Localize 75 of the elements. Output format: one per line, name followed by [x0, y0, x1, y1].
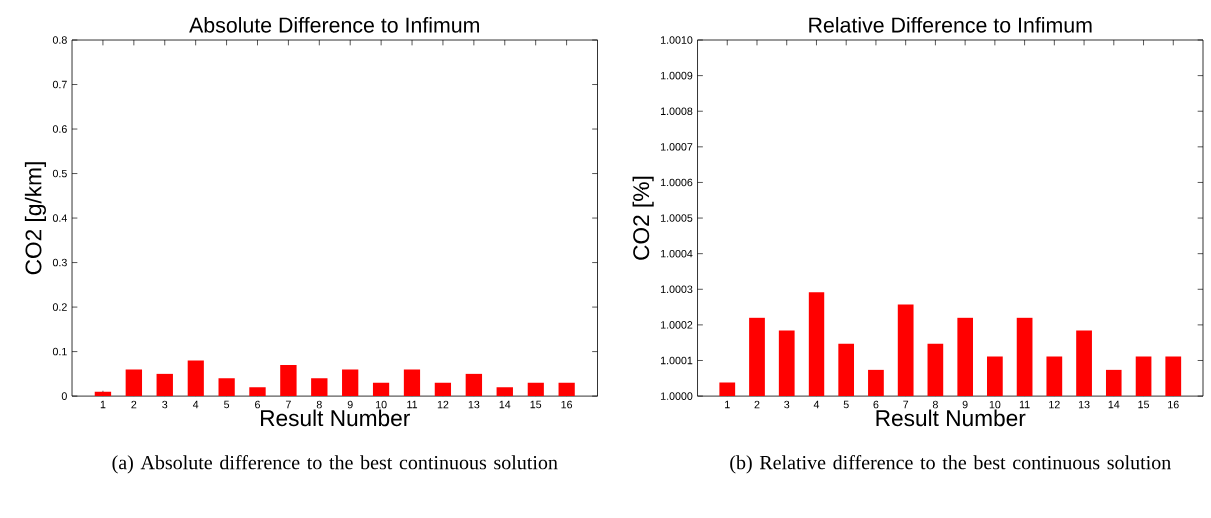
- x-tick-label: 10: [376, 400, 387, 409]
- bar: [156, 373, 173, 397]
- bar: [558, 382, 575, 397]
- x-tick-label: 15: [1138, 400, 1150, 409]
- x-tick-label: 14: [499, 400, 511, 409]
- chart-title: Absolute Difference to Infimum: [189, 16, 479, 33]
- y-tick-label: 1.0005: [661, 214, 693, 222]
- y-tick-label: 1.0004: [661, 249, 693, 258]
- x-tick-label: 10: [989, 400, 1001, 409]
- bar: [342, 369, 359, 397]
- x-tick-label: 9: [347, 400, 353, 409]
- y-tick-label: 1.0008: [661, 107, 693, 115]
- x-tick-label: 2: [131, 400, 137, 409]
- y-tick-label: 1.0002: [661, 321, 693, 329]
- x-tick-label: 14: [1108, 400, 1120, 409]
- x-tick-label: 4: [813, 400, 820, 409]
- x-tick-label: 13: [468, 400, 480, 409]
- x-axis-title: Result Number: [261, 409, 410, 427]
- x-axis-title: Result Number: [876, 409, 1026, 427]
- text: (a) Absolute difference to the best continuous solution: [112, 455, 558, 474]
- y-tick-label: 1.0001: [661, 356, 693, 365]
- y-tick-label: 0.1: [52, 347, 67, 356]
- x-tick-label: 16: [1168, 400, 1179, 409]
- y-tick-label: 1.0000: [661, 392, 693, 400]
- bar: [249, 387, 266, 397]
- y-tick-label: 0.5: [52, 169, 67, 178]
- y-tick-label: 1.0009: [661, 71, 693, 80]
- x-tick-label: 2: [754, 400, 760, 409]
- x-tick-label: 6: [873, 400, 879, 409]
- x-tick-label: 16: [561, 400, 573, 409]
- x-tick-label: 3: [784, 400, 790, 409]
- x-tick-label: 7: [903, 400, 909, 409]
- y-tick-label: 0: [61, 392, 67, 400]
- x-tick-label: 6: [255, 400, 260, 409]
- y-tick-label: 0.3: [52, 258, 67, 267]
- text: (b) Relative difference to the best continuous solution: [730, 455, 1171, 474]
- y-tick-label: 0.6: [52, 125, 67, 133]
- y-axis-title: CO2 [g/km]: [24, 162, 46, 275]
- x-tick-label: 1: [725, 400, 730, 409]
- x-tick-label: 1: [100, 400, 106, 409]
- x-tick-label: 12: [1049, 400, 1060, 409]
- x-tick-label: 9: [962, 400, 968, 409]
- x-tick-label: 12: [437, 400, 449, 409]
- x-tick-label: 5: [843, 400, 849, 409]
- chart-title: Relative Difference to Infimum: [809, 16, 1092, 33]
- bar: [187, 360, 204, 397]
- y-tick-label: 0.4: [52, 214, 67, 222]
- bar: [496, 387, 513, 397]
- y-tick-label: 1.0010: [661, 36, 693, 44]
- bar: [218, 378, 235, 397]
- bar: [434, 382, 452, 397]
- y-tick-label: 1.0007: [661, 143, 693, 151]
- y-axis-title: CO2 [%]: [632, 176, 654, 260]
- x-tick-label: 11: [1019, 400, 1030, 409]
- bar: [125, 369, 143, 397]
- x-tick-label: 4: [192, 400, 199, 409]
- x-tick-label: 3: [162, 400, 168, 409]
- x-tick-label: 8: [316, 400, 322, 409]
- bar: [465, 373, 483, 397]
- x-tick-label: 5: [224, 400, 230, 409]
- bar: [372, 382, 390, 397]
- x-tick-label: 8: [932, 400, 938, 409]
- bar: [311, 378, 328, 397]
- y-tick-label: 0.2: [52, 303, 67, 311]
- y-tick-label: 1.0003: [661, 285, 693, 293]
- y-tick-label: 0.8: [52, 36, 67, 44]
- y-tick-label: 0.7: [52, 80, 67, 89]
- x-tick-label: 11: [407, 400, 418, 409]
- bar: [403, 369, 421, 397]
- y-tick-label: 1.0006: [661, 178, 693, 187]
- bar: [527, 382, 544, 397]
- bar: [280, 364, 297, 397]
- x-tick-label: 13: [1078, 400, 1090, 409]
- x-tick-label: 15: [530, 400, 542, 409]
- x-tick-label: 7: [285, 400, 291, 409]
